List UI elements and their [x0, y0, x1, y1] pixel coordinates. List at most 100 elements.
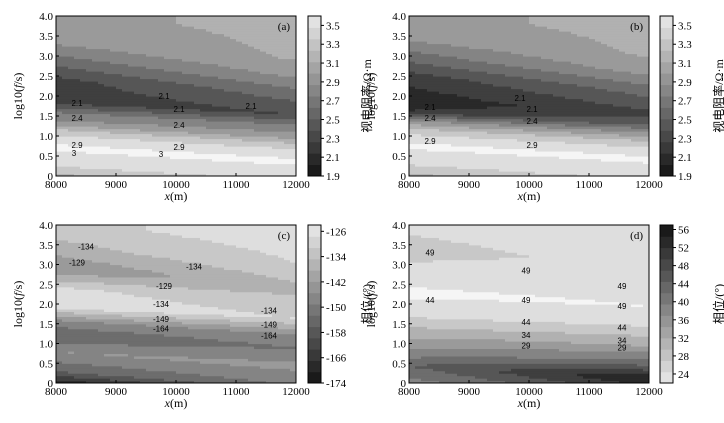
contour-cell — [218, 118, 225, 122]
contour-cell — [140, 71, 147, 75]
contour-cell — [272, 96, 279, 100]
contour-cell — [266, 168, 273, 172]
contour-cell — [146, 113, 153, 117]
contour-cell — [421, 33, 428, 37]
contour-cell — [122, 28, 129, 32]
contour-cell — [62, 73, 69, 77]
contour-cell — [152, 103, 159, 107]
contour-cell — [451, 43, 458, 47]
contour-cell — [493, 153, 500, 157]
contour-cell — [68, 158, 75, 162]
contour-cell — [469, 141, 476, 145]
contour-cell — [98, 53, 105, 57]
contour-cell — [445, 48, 452, 52]
contour-cell — [589, 81, 596, 85]
contour-cell — [457, 36, 464, 40]
contour-cell — [589, 41, 596, 45]
contour-cell — [68, 33, 75, 37]
contour-cell — [206, 133, 213, 137]
contour-cell — [224, 113, 231, 117]
contour-cell — [553, 81, 560, 85]
contour-cell — [158, 66, 165, 70]
contour-cell — [499, 156, 506, 160]
contour-cell — [487, 156, 494, 160]
contour-cell — [128, 23, 135, 27]
contour-cell — [595, 38, 602, 42]
contour-cell — [212, 48, 219, 52]
contour-cell — [409, 113, 416, 117]
contour-cell — [116, 38, 123, 42]
contour-cell — [541, 23, 548, 27]
contour-cell — [86, 156, 93, 160]
contour-cell — [421, 36, 428, 40]
contour-cell — [176, 153, 183, 157]
contour-cell — [182, 53, 189, 57]
contour-cell — [553, 58, 560, 62]
contour-cell — [200, 108, 207, 112]
contour-cell — [206, 63, 213, 67]
contour-cell — [80, 136, 87, 140]
contour-cell — [535, 63, 542, 67]
contour-cell — [176, 91, 183, 95]
contour-cell — [625, 78, 632, 82]
contour-cell — [409, 73, 416, 77]
contour-cell — [613, 51, 620, 55]
contour-cell — [194, 33, 201, 37]
contour-cell — [577, 128, 584, 132]
contour-cell — [266, 26, 273, 30]
contour-cell — [62, 113, 69, 117]
contour-cell — [146, 93, 153, 97]
contour-cell — [200, 58, 207, 62]
contour-cell — [511, 18, 518, 22]
contour-cell — [176, 113, 183, 117]
contour-cell — [457, 173, 464, 176]
contour-cell — [134, 128, 141, 132]
contour-cell — [445, 26, 452, 30]
contour-cell — [80, 81, 87, 85]
contour-cell — [541, 91, 548, 95]
contour-cell — [278, 171, 285, 175]
contour-cell — [421, 78, 428, 82]
contour-cell — [499, 93, 506, 97]
contour-cell — [607, 113, 614, 117]
contour-cell — [535, 71, 542, 75]
contour-cell — [116, 166, 123, 170]
contour-cell — [433, 171, 440, 175]
contour-cell — [278, 48, 285, 52]
contour-cell — [110, 98, 117, 102]
contour-cell — [272, 81, 279, 85]
contour-cell — [194, 103, 201, 107]
contour-cell — [481, 36, 488, 40]
contour-cell — [409, 71, 416, 75]
contour-cell — [260, 161, 267, 165]
contour-cell — [427, 26, 434, 30]
contour-cell — [188, 143, 195, 147]
contour-cell — [535, 58, 542, 62]
contour-cell — [427, 148, 434, 152]
contour-cell — [517, 71, 524, 75]
contour-cell — [62, 71, 69, 75]
contour-cell — [248, 66, 255, 70]
contour-cell — [619, 76, 626, 80]
contour-cell — [98, 161, 105, 165]
contour-cell — [176, 81, 183, 85]
contour-cell — [565, 128, 572, 132]
contour-cell — [242, 101, 249, 105]
contour-cell — [152, 121, 159, 125]
contour-cell — [188, 151, 195, 155]
contour-cell — [74, 141, 81, 145]
contour-cell — [164, 86, 171, 90]
contour-label: 2.4 — [71, 114, 83, 123]
contour-cell — [56, 86, 63, 90]
contour-cell — [212, 76, 219, 80]
contour-cell — [625, 38, 632, 42]
contour-cell — [260, 93, 267, 97]
contour-cell — [439, 21, 446, 25]
contour-cell — [445, 133, 452, 137]
contour-cell — [128, 46, 135, 50]
contour-cell — [595, 81, 602, 85]
contour-cell — [559, 38, 566, 42]
contour-cell — [493, 68, 500, 72]
contour-cell — [523, 41, 530, 45]
contour-cell — [409, 123, 416, 127]
